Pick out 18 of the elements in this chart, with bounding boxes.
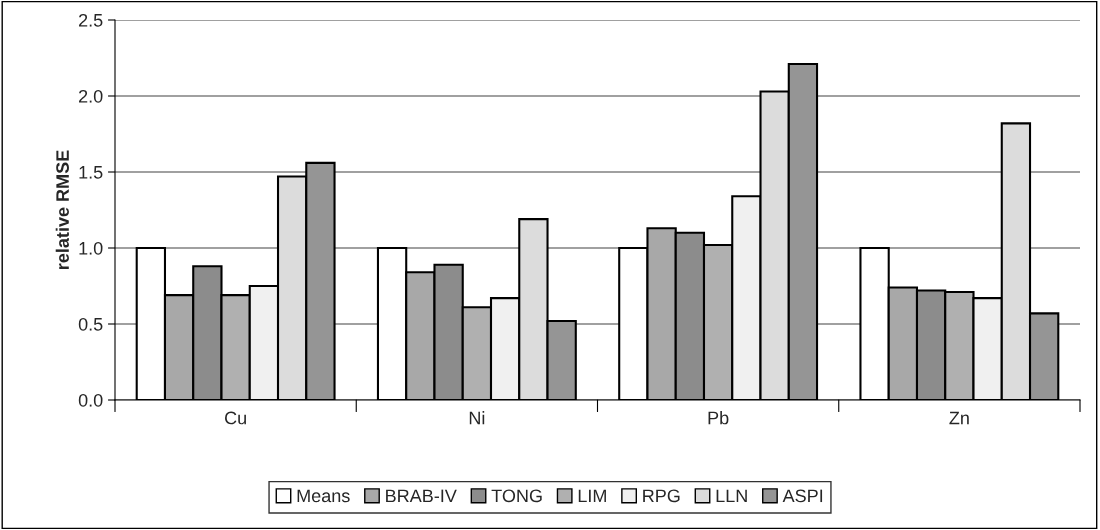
y-tick-label: 0.5 <box>78 317 103 331</box>
legend-label: LIM <box>578 489 606 503</box>
x-tick-label: Ni <box>469 411 485 425</box>
x-tick-label: Zn <box>949 411 969 425</box>
legend-label: LLN <box>716 489 747 503</box>
legend-label: RPG <box>643 489 680 503</box>
legend-label: BRAB-IV <box>386 489 457 503</box>
x-tick-label: Pb <box>708 411 729 425</box>
y-tick-label: 1.5 <box>79 166 103 179</box>
y-tick-label: 0.0 <box>78 393 103 407</box>
y-axis-title: relative RMSE <box>55 150 69 270</box>
y-tick-label: 2.5 <box>79 13 103 27</box>
y-tick-label: 2.0 <box>79 89 103 103</box>
legend-label: Means <box>297 489 350 503</box>
legend-label: ASPI <box>782 489 823 503</box>
x-tick-label: Cu <box>225 411 246 425</box>
y-tick-label: 1.0 <box>79 241 103 255</box>
legend-label: TONG <box>491 489 542 503</box>
